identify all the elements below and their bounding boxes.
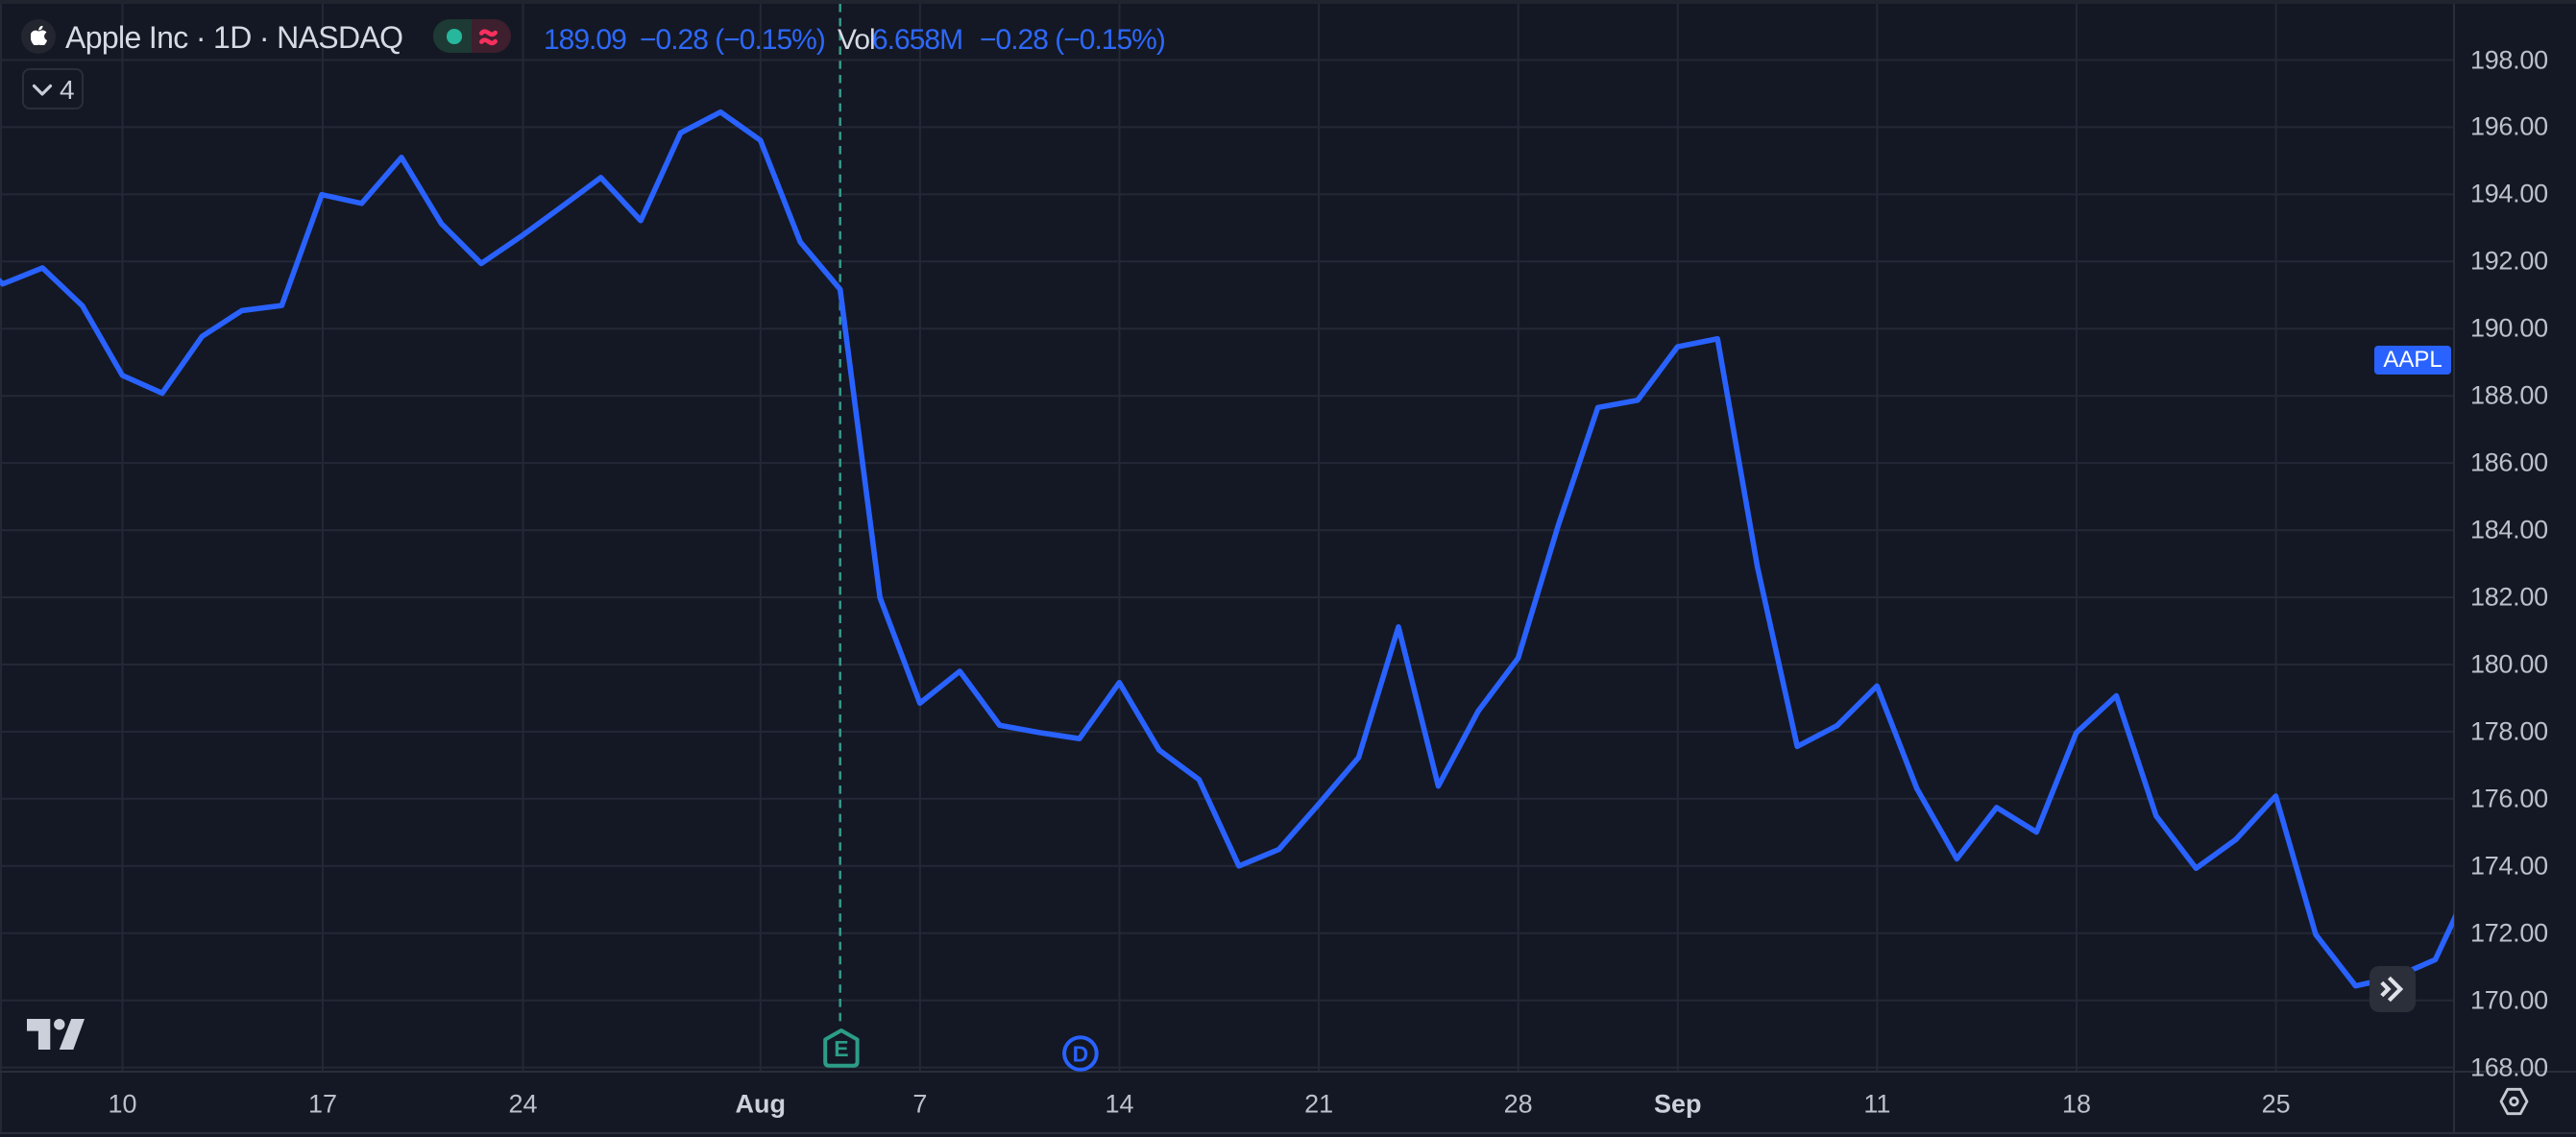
svg-text:D: D	[1073, 1041, 1089, 1066]
svg-text:E: E	[834, 1036, 848, 1061]
